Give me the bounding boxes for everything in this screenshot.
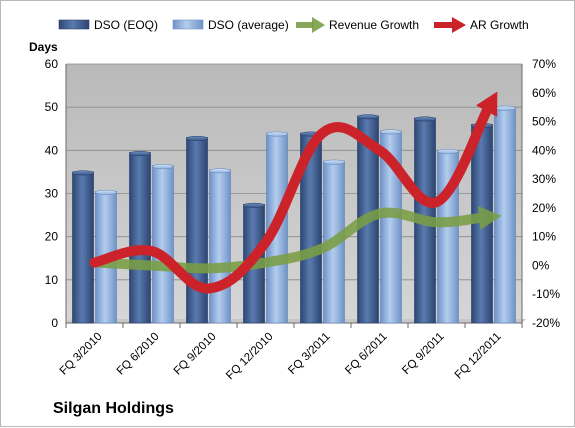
chart-title: Silgan Holdings (53, 400, 174, 418)
bar-cap (381, 130, 402, 134)
y-tick-label: 60 (45, 57, 59, 71)
y-axis-title: Days (29, 40, 58, 54)
y2-tick-label: 60% (532, 86, 556, 100)
x-tick-label: FQ 3/2011 (286, 331, 332, 377)
x-tick-label: FQ 12/2010 (224, 331, 275, 382)
y-tick-label: 50 (45, 100, 59, 114)
y-tick-label: 0 (51, 316, 58, 330)
bar-body (210, 170, 231, 323)
y-tick-label: 30 (45, 187, 59, 201)
legend-swatch-dso-average (173, 20, 203, 29)
bar-cap (244, 203, 265, 207)
legend-swatch-dso-eoq (59, 20, 89, 29)
y2-tick-label: 50% (532, 115, 556, 129)
bar-cap (495, 106, 516, 110)
bar-dso-eoq (130, 151, 151, 323)
bar-dso-average (153, 164, 174, 323)
bar-dso-eoq (73, 171, 94, 323)
x-tick-label: FQ 9/2011 (400, 331, 446, 377)
bar-body (153, 165, 174, 323)
bar-dso-average (210, 169, 231, 323)
x-tick-label: FQ 3/2010 (58, 331, 105, 378)
y2-tick-label: 30% (532, 172, 556, 186)
bar-dso-eoq (187, 136, 208, 323)
bar-cap (415, 117, 436, 121)
y-axis-ticks: 0 10 20 30 40 50 60 (45, 57, 59, 330)
x-tick-label: FQ 9/2010 (172, 331, 219, 378)
y2-tick-label: 40% (532, 143, 556, 157)
y2-tick-label: -20% (532, 316, 560, 330)
bar-cap (324, 160, 345, 164)
legend-label-revenue-growth: Revenue Growth (329, 18, 419, 32)
x-tick-label: FQ 6/2010 (115, 331, 162, 378)
y2-tick-label: 20% (532, 201, 556, 215)
legend: DSO (EOQ) DSO (average) Revenue Growth A… (59, 17, 529, 33)
bar-body (73, 172, 94, 323)
bar-cap (130, 151, 151, 155)
plot-area (66, 64, 526, 328)
bar-cap (187, 136, 208, 140)
legend-swatch-ar-growth (434, 17, 466, 33)
legend-label-ar-growth: AR Growth (470, 18, 529, 32)
bar-cap (358, 115, 379, 119)
legend-swatch-revenue-growth (296, 17, 325, 33)
y2-axis-ticks: -20% -10% 0% 10% 20% 30% 40% 50% 60% 70% (532, 57, 560, 330)
legend-label-dso-eoq: DSO (EOQ) (94, 18, 158, 32)
y2-tick-label: -10% (532, 287, 560, 301)
bar-cap (73, 171, 94, 175)
bar-cap (438, 149, 459, 153)
bar-body (130, 152, 151, 323)
y2-tick-label: 0% (532, 258, 550, 272)
x-tick-label: FQ 6/2011 (343, 331, 389, 377)
bar-cap (153, 164, 174, 168)
y-tick-label: 20 (45, 230, 59, 244)
bar-cap (267, 132, 288, 136)
bar-body (187, 137, 208, 323)
y-tick-label: 40 (45, 143, 59, 157)
y2-tick-label: 70% (532, 57, 556, 71)
bar-cap (96, 190, 117, 194)
y-tick-label: 10 (45, 273, 59, 287)
x-tick-label: FQ 12/2011 (453, 331, 504, 382)
y2-tick-label: 10% (532, 230, 556, 244)
legend-label-dso-average: DSO (average) (208, 18, 289, 32)
bar-cap (210, 169, 231, 173)
